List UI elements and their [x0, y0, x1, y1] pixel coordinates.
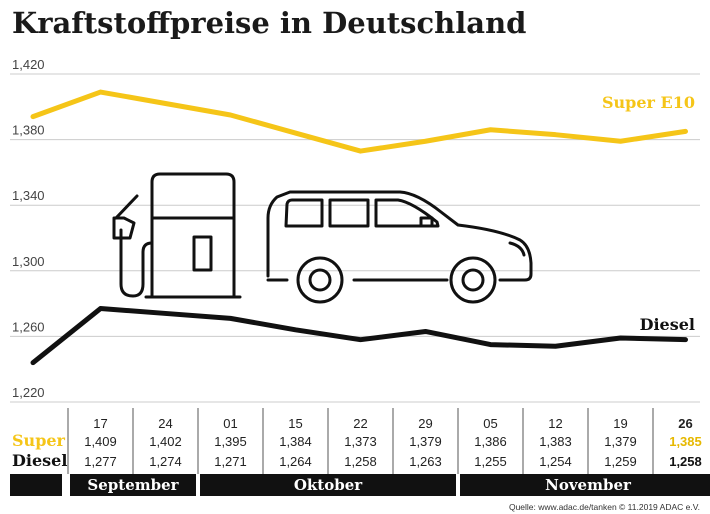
row-label-diesel: Diesel	[12, 451, 67, 470]
y-tick-label: 1,300	[12, 254, 45, 269]
data-label: 1,274	[149, 454, 182, 469]
x-tick-label: 19	[613, 416, 627, 431]
y-tick-label: 1,260	[12, 319, 45, 334]
data-label: 1,258	[344, 454, 377, 469]
fuel-pump-icon	[112, 172, 242, 299]
series-line-super-e10	[30, 89, 688, 154]
y-tick-label: 1,220	[12, 385, 45, 400]
x-tick-label: 29	[418, 416, 432, 431]
x-tick-label: 22	[353, 416, 367, 431]
month-bar-november	[460, 474, 710, 496]
data-label: 1,258	[669, 454, 702, 469]
data-label: 1,254	[539, 454, 572, 469]
data-label: 1,271	[214, 454, 247, 469]
data-label: 1,379	[604, 434, 637, 449]
data-label: 1,385	[669, 434, 702, 449]
x-tick-label: 17	[93, 416, 107, 431]
month-label: Oktober	[294, 476, 363, 494]
month-label: November	[545, 476, 632, 494]
month-bar: September Oktober November	[10, 474, 710, 496]
data-label: 1,259	[604, 454, 637, 469]
data-label: 1,277	[84, 454, 117, 469]
x-tick-label: 24	[158, 416, 172, 431]
series-labels: Super E10 Diesel	[602, 93, 695, 334]
car-icon	[266, 190, 533, 304]
data-label: 1,263	[409, 454, 442, 469]
data-label: 1,386	[474, 434, 507, 449]
data-label: 1,379	[409, 434, 442, 449]
x-tick-label: 26	[678, 416, 692, 431]
month-label: September	[87, 476, 179, 494]
data-label: 1,255	[474, 454, 507, 469]
data-label: 1,383	[539, 434, 572, 449]
x-tick-label: 01	[223, 416, 237, 431]
data-label: 1,402	[149, 434, 182, 449]
month-bar-september	[70, 474, 196, 496]
grid: 1,420 1,380 1,340 1,300 1,260 1,220	[10, 57, 700, 403]
y-tick-label: 1,340	[12, 188, 45, 203]
row-label-super: Super	[12, 431, 66, 450]
series-label-diesel: Diesel	[640, 315, 695, 334]
data-label: 1,409	[84, 434, 117, 449]
x-tick-label: 05	[483, 416, 497, 431]
data-label: 1,384	[279, 434, 312, 449]
series-label-super-e10: Super E10	[602, 93, 695, 112]
month-bar-spacer	[10, 474, 62, 496]
data-label: 1,373	[344, 434, 377, 449]
data-label: 1,264	[279, 454, 312, 469]
source-note: Quelle: www.adac.de/tanken © 11.2019 ADA…	[508, 502, 700, 512]
chart-title: Kraftstoffpreise in Deutschland	[12, 6, 527, 40]
series-line-diesel	[30, 306, 688, 366]
data-label: 1,395	[214, 434, 247, 449]
series-lines	[30, 89, 688, 366]
x-tick-label: 12	[548, 416, 562, 431]
illustration	[112, 172, 533, 304]
y-tick-label: 1,420	[12, 57, 45, 72]
month-bar-oktober	[200, 474, 456, 496]
y-tick-label: 1,380	[12, 123, 45, 138]
x-tick-label: 15	[288, 416, 302, 431]
